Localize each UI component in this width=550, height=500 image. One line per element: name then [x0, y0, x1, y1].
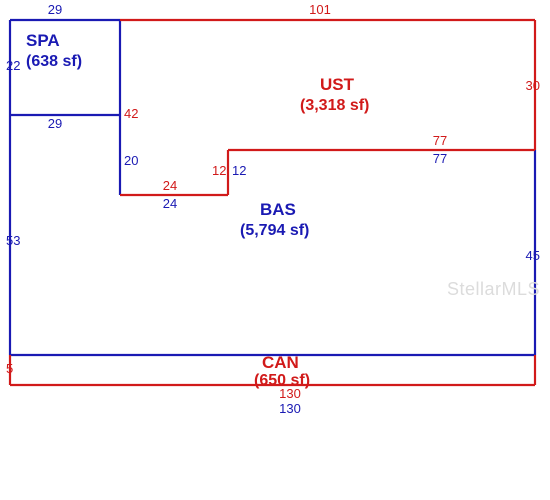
- svg-text:(3,318 sf): (3,318 sf): [300, 97, 369, 114]
- svg-text:(650 sf): (650 sf): [254, 372, 310, 389]
- svg-text:(5,794 sf): (5,794 sf): [240, 222, 309, 239]
- svg-text:5: 5: [6, 361, 13, 376]
- svg-text:29: 29: [48, 2, 62, 17]
- svg-text:12: 12: [232, 163, 246, 178]
- svg-text:29: 29: [48, 116, 62, 131]
- svg-text:77: 77: [433, 151, 447, 166]
- svg-text:SPA: SPA: [26, 31, 60, 50]
- svg-text:53: 53: [6, 233, 20, 248]
- svg-text:BAS: BAS: [260, 200, 296, 219]
- svg-text:20: 20: [124, 153, 138, 168]
- svg-text:77: 77: [433, 133, 447, 148]
- svg-text:30: 30: [526, 78, 540, 93]
- svg-text:24: 24: [163, 196, 177, 211]
- svg-text:CAN: CAN: [262, 353, 299, 372]
- svg-text:45: 45: [526, 248, 540, 263]
- floor-plan-svg: 29222942202424121277771013045535130130SP…: [0, 0, 550, 500]
- svg-text:12: 12: [212, 163, 226, 178]
- svg-text:22: 22: [6, 58, 20, 73]
- svg-text:UST: UST: [320, 75, 355, 94]
- svg-text:(638 sf): (638 sf): [26, 53, 82, 70]
- svg-text:101: 101: [309, 2, 331, 17]
- svg-text:24: 24: [163, 178, 177, 193]
- watermark-text: StellarMLS: [447, 279, 540, 300]
- svg-text:130: 130: [279, 401, 301, 416]
- svg-text:42: 42: [124, 106, 138, 121]
